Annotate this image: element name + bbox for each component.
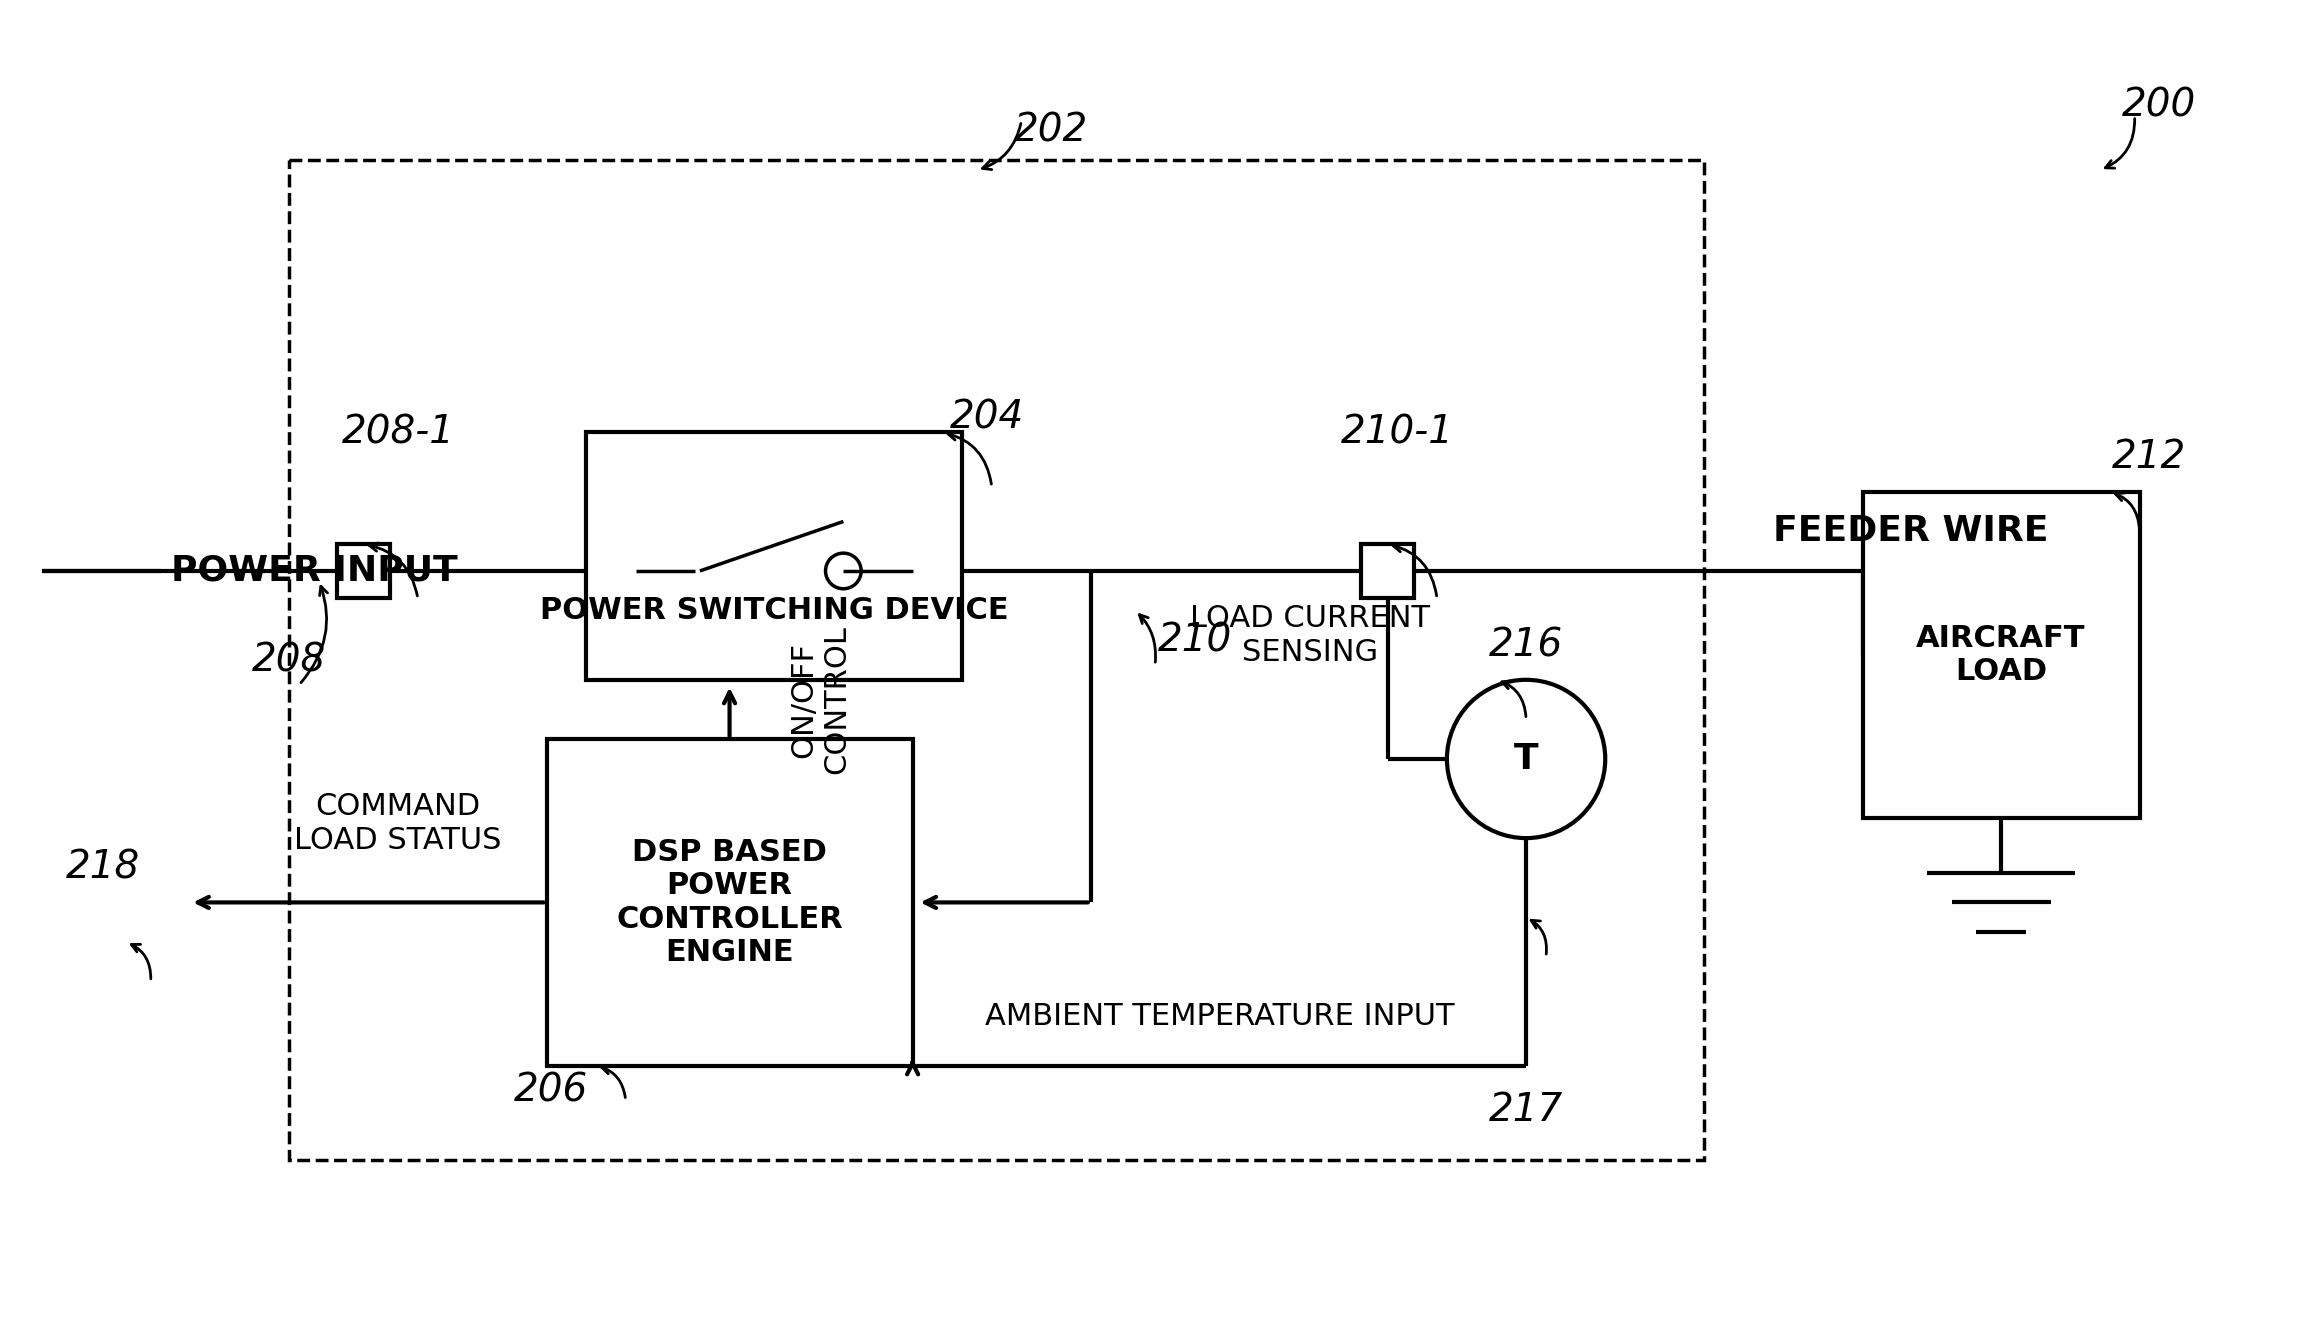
Bar: [290, 160, 1705, 1160]
Bar: [586, 433, 961, 680]
Text: 208-1: 208-1: [340, 413, 454, 451]
Bar: [336, 544, 389, 598]
Text: COMMAND
LOAD STATUS: COMMAND LOAD STATUS: [294, 792, 503, 854]
Text: ON/OFF
CONTROL: ON/OFF CONTROL: [790, 626, 852, 774]
Text: 202: 202: [1014, 112, 1089, 149]
Bar: [1362, 544, 1415, 598]
Text: AMBIENT TEMPERATURE INPUT: AMBIENT TEMPERATURE INPUT: [984, 1002, 1454, 1031]
Text: 217: 217: [1489, 1092, 1563, 1129]
Text: POWER SWITCHING DEVICE: POWER SWITCHING DEVICE: [540, 597, 1007, 626]
Text: DSP BASED
POWER
CONTROLLER
ENGINE: DSP BASED POWER CONTROLLER ENGINE: [616, 837, 843, 968]
Text: 208: 208: [252, 642, 327, 678]
Text: LOAD CURRENT
SENSING: LOAD CURRENT SENSING: [1190, 605, 1429, 667]
Text: 210: 210: [1158, 622, 1232, 659]
Text: 218: 218: [67, 849, 141, 887]
Text: POWER INPUT: POWER INPUT: [171, 554, 456, 587]
Text: 206: 206: [514, 1072, 588, 1109]
Text: 210-1: 210-1: [1341, 413, 1454, 451]
Text: T: T: [1515, 742, 1538, 776]
Text: 204: 204: [950, 399, 1024, 437]
Text: 200: 200: [2121, 87, 2196, 125]
Text: FEEDER WIRE: FEEDER WIRE: [1774, 515, 2050, 548]
Bar: [1862, 492, 2140, 818]
Text: 212: 212: [2112, 438, 2186, 477]
Text: 216: 216: [1489, 626, 1563, 664]
Bar: [547, 739, 913, 1065]
Text: AIRCRAFT
LOAD: AIRCRAFT LOAD: [1915, 624, 2087, 686]
